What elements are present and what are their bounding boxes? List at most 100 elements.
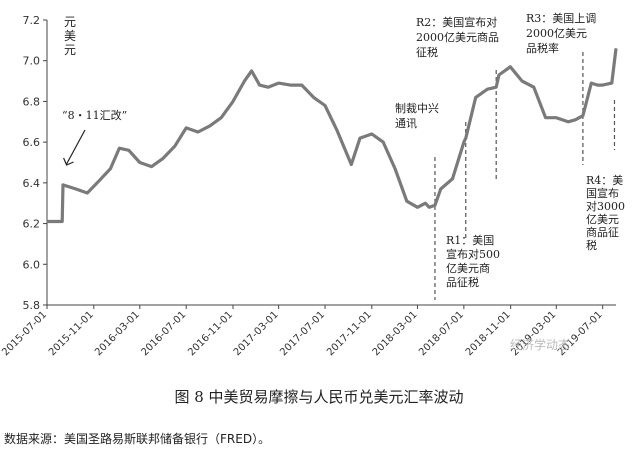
data-source-note: 数据来源：美国圣路易斯联邦储备银行（FRED）。 bbox=[4, 432, 271, 446]
data-point bbox=[434, 204, 436, 206]
x-tick-label: 2015-11-01 bbox=[47, 309, 96, 358]
annotation-line: 通讯 bbox=[395, 117, 417, 130]
data-point bbox=[301, 84, 303, 86]
data-point bbox=[162, 157, 164, 160]
x-tick-label: 2018-03-01 bbox=[371, 309, 420, 358]
x-tick-label: 2016-11-01 bbox=[186, 309, 235, 358]
data-point bbox=[486, 88, 489, 90]
y-axis-label-char: 元 bbox=[64, 43, 76, 57]
data-point bbox=[313, 96, 315, 98]
x-tick-label: 2017-03-01 bbox=[232, 309, 281, 358]
data-point bbox=[371, 133, 373, 135]
data-point bbox=[197, 131, 199, 133]
annotation-line: “8・11汇改” bbox=[62, 108, 127, 122]
data-point bbox=[465, 137, 467, 139]
y-tick-label: 5.8 bbox=[23, 299, 41, 312]
annotation-zte: 制裁中兴通讯 bbox=[395, 102, 439, 130]
annotation-reform-811: “8・11汇改” bbox=[62, 108, 127, 122]
data-point bbox=[128, 149, 130, 151]
annotation-r4: R4：美国宣布对3000 亿美元商品征税 bbox=[586, 174, 625, 252]
data-point bbox=[498, 74, 500, 76]
data-point bbox=[602, 84, 604, 86]
annotation-line: 亿美元商 bbox=[446, 261, 490, 275]
data-point bbox=[555, 117, 557, 119]
data-point bbox=[440, 188, 442, 190]
figure-caption: 图 8 中美贸易摩擦与人民币兑美元汇率波动 bbox=[174, 388, 464, 406]
annotation-line: 2000亿美元 bbox=[526, 27, 587, 40]
annotation-line: 品征税 bbox=[446, 275, 479, 289]
data-point bbox=[174, 145, 176, 147]
data-point bbox=[118, 147, 120, 149]
annotation-line: R2：美国宣布对 bbox=[416, 15, 497, 29]
data-point bbox=[424, 202, 427, 204]
x-tick-label: 2017-07-01 bbox=[278, 309, 327, 358]
annotation-line: 制裁中兴 bbox=[395, 102, 439, 115]
annotation-line: 征税 bbox=[416, 45, 438, 59]
data-point bbox=[220, 117, 222, 119]
data-point bbox=[428, 206, 430, 208]
y-axis-label-char: 美 bbox=[64, 29, 76, 43]
annotation-line: 宣布对500 bbox=[446, 247, 500, 261]
data-point bbox=[259, 84, 261, 86]
reform-arrow-head bbox=[63, 157, 74, 166]
data-point bbox=[406, 200, 408, 202]
annotation-line: R3：美国上调 bbox=[526, 12, 596, 25]
annotation-r2: R2：美国宣布对 2000亿美元商品征税 bbox=[416, 15, 499, 59]
data-point bbox=[463, 141, 465, 143]
x-tick-label: 2016-03-01 bbox=[93, 309, 142, 358]
y-axis-label-char: 元 bbox=[64, 15, 76, 29]
data-point bbox=[61, 220, 63, 223]
data-point bbox=[86, 192, 88, 194]
data-point bbox=[278, 82, 280, 84]
data-point bbox=[611, 82, 613, 84]
data-point bbox=[382, 141, 384, 143]
data-point bbox=[209, 125, 211, 127]
y-tick-label: 6.8 bbox=[23, 95, 41, 108]
y-tick-label: 6.6 bbox=[23, 136, 41, 149]
data-point bbox=[509, 66, 511, 68]
data-point bbox=[567, 121, 569, 123]
annotation-line: R1：美国 bbox=[446, 234, 494, 247]
data-point bbox=[597, 84, 599, 86]
y-tick-label: 6.2 bbox=[23, 218, 41, 231]
y-tick-label: 7.2 bbox=[23, 14, 41, 27]
x-tick-label: 2018-07-01 bbox=[417, 309, 466, 358]
data-point bbox=[350, 163, 352, 166]
reform-arrow-shaft bbox=[66, 129, 86, 165]
data-point bbox=[289, 84, 292, 86]
annotation-r1: R1：美国宣布对500 亿美元商品征税 bbox=[446, 234, 500, 289]
data-point bbox=[495, 86, 497, 88]
data-point bbox=[582, 115, 584, 117]
annotation-line: 2000亿美元商品 bbox=[416, 30, 499, 44]
y-tick-label: 6.0 bbox=[23, 258, 41, 271]
data-point bbox=[394, 168, 396, 170]
data-point bbox=[574, 119, 576, 121]
data-point bbox=[545, 117, 547, 119]
data-point bbox=[139, 161, 141, 164]
data-point bbox=[324, 104, 326, 107]
data-point bbox=[62, 184, 64, 186]
axes bbox=[46, 20, 616, 306]
annotation-line: 对3000 bbox=[586, 199, 625, 213]
event-guide-lines bbox=[434, 52, 616, 300]
data-point bbox=[75, 188, 77, 190]
data-point bbox=[150, 165, 153, 168]
x-tick-label: 2015-07-01 bbox=[0, 309, 49, 358]
data-point bbox=[243, 80, 246, 82]
data-point bbox=[533, 86, 535, 88]
data-point bbox=[251, 70, 253, 72]
series-layer bbox=[46, 47, 618, 224]
y-tick-label: 6.4 bbox=[23, 177, 41, 190]
data-point bbox=[359, 137, 361, 139]
data-point bbox=[185, 127, 187, 129]
annotation-line: 亿美元 bbox=[586, 213, 619, 226]
data-point bbox=[475, 96, 477, 98]
watermark: 经济学动态 bbox=[510, 338, 571, 352]
annotation-line: 税 bbox=[586, 238, 597, 252]
series-line bbox=[47, 48, 618, 224]
data-point bbox=[416, 206, 419, 208]
x-tick-label: 2018-11-01 bbox=[464, 309, 513, 358]
annotation-line: 商品征 bbox=[586, 225, 619, 239]
